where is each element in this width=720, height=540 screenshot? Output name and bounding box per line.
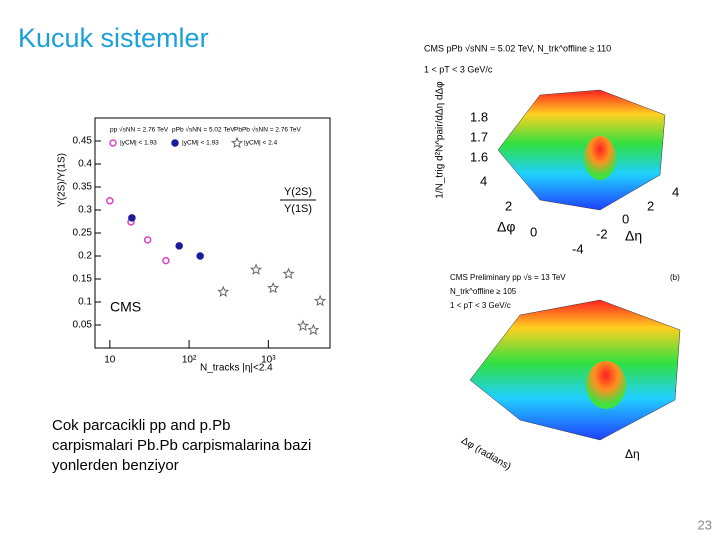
x-tick-label: 10² [182,355,197,366]
ratio-label: Υ(2S) [284,186,312,198]
body-text: carpismalari Pb.Pb carpismalarina bazi [52,437,311,454]
x-tick-label: 10³ [261,355,276,366]
y-tick-label: 0.3 [78,205,92,216]
legend-detail: |yCM| < 1.93 [182,140,219,147]
eta-tick: -4 [572,241,584,256]
legend-label: pPb √sNN = 5.02 TeV [172,126,235,134]
z-tick: 1.8 [470,109,488,124]
phi-label: Δφ [497,219,515,235]
eta-tick: 4 [672,184,679,199]
y-tick-label: 0.1 [78,297,92,308]
point [143,236,152,244]
legend-detail: |yCM| < 1.93 [120,140,157,147]
annotation: CMS [110,299,141,315]
point [267,281,280,294]
plot-cut: 1 < pT < 3 GeV/c [424,64,493,74]
z-axis-label: 1/N_trig d²N^pair/dΔη dΔφ [435,81,446,199]
y-tick-label: 0.35 [73,182,93,193]
point [314,294,327,307]
legend-marker [109,139,117,147]
phi-tick: 0 [530,224,537,239]
surface [497,89,666,211]
eta-label: Δη [625,228,642,244]
y-tick-label: 0.25 [73,228,93,239]
x-axis-label: N_tracks |η|<2.4 [200,363,273,374]
point [162,256,170,265]
body-text: yonlerden benziyor [52,457,179,474]
chart: Υ(2S)/Υ(1S) N_tracks |η|<2.4 CMS Υ(2S) Υ… [57,117,331,374]
page-number: 23 [698,517,712,532]
y-axis-label: Υ(2S)/Υ(1S) [57,153,68,207]
plot-header: CMS pPb √sNN = 5.02 TeV, N_trk^offline ≥… [424,43,611,53]
body-text: Cok parcacikli pp and p.Pb [52,417,230,434]
point [307,323,320,336]
phi-tick: 4 [480,173,487,188]
panel-label: (b) [670,273,680,282]
eta-label: Δη [625,447,640,461]
legend-detail: |yCM| < 2.4 [244,140,278,147]
point [196,252,204,260]
surface-plot: CMS pPb √sNN = 5.02 TeV, N_trk^offline ≥… [424,43,679,256]
ratio-label: Υ(1S) [284,203,312,215]
peak [586,361,626,409]
plot-cut: 1 < pT < 3 GeV/c [450,301,511,310]
y-tick-label: 0.15 [73,274,93,285]
y-tick-label: 0.2 [78,251,92,262]
z-tick: 1.7 [470,129,488,144]
phi-tick: 2 [505,198,512,213]
eta-tick: 0 [622,211,629,226]
legend-marker [171,139,179,147]
point [297,319,310,332]
point [217,285,230,297]
legend-label: PbPb √sNN = 2.76 TeV [234,126,302,134]
point [175,242,183,250]
y-tick-label: 0.45 [73,136,93,147]
plot-header: CMS Preliminary pp √s = 13 TeV [450,273,566,282]
slide-title: Kucuk sistemler [18,23,209,53]
x-tick-label: 10 [104,355,116,366]
point [128,214,136,222]
eta-tick: -2 [596,226,608,241]
y-tick-label: 0.4 [78,159,92,170]
eta-tick: 2 [647,198,654,213]
surface-plot: CMS Preliminary pp √s = 13 TeV (b) N_trk… [450,273,681,473]
surface [469,299,681,441]
peak [584,136,616,180]
y-tick-label: 0.05 [73,320,93,331]
legend-marker [230,136,244,149]
plot-mult: N_trk^offline ≥ 105 [450,287,517,296]
z-tick: 1.6 [470,149,488,164]
point [250,263,263,275]
legend-label: pp √sNN = 2.76 TeV [110,126,169,134]
point [106,197,114,205]
phi-label: Δφ (radians) [459,435,512,472]
point [282,267,295,280]
